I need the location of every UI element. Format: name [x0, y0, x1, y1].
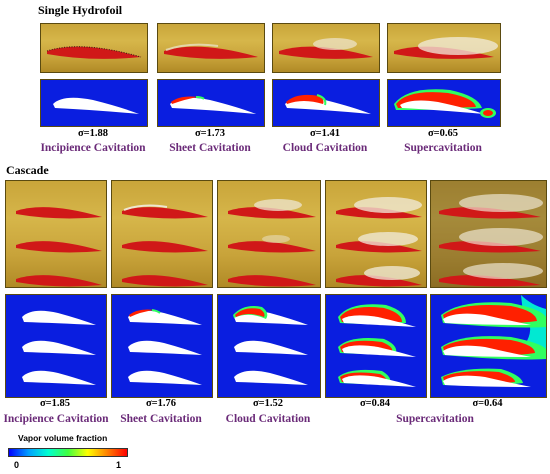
- cascade-regime-1: Incipience Cavitation: [3, 413, 109, 425]
- single-sigma-2: σ=1.73: [194, 128, 226, 139]
- cascade-cfd-4: [325, 294, 427, 398]
- single-sigma-4: σ=0.65: [427, 128, 459, 139]
- colorbar: [8, 448, 128, 457]
- colorbar-max: 1: [116, 460, 122, 470]
- cascade-sigma-4: σ=0.84: [359, 398, 391, 409]
- single-regime-4: Supercavitation: [404, 142, 482, 154]
- single-photo-2: [157, 23, 265, 73]
- cascade-cfd-3: [217, 294, 321, 398]
- cascade-cfd-1: [5, 294, 107, 398]
- cascade-cfd-5: [430, 294, 547, 398]
- single-cfd-3: [272, 79, 380, 127]
- single-photo-3: [272, 23, 380, 73]
- single-sigma-3: σ=1.41: [309, 128, 341, 139]
- cascade-regime-4: Supercavitation: [396, 413, 474, 425]
- cascade-sigma-5: σ=0.64: [472, 398, 503, 409]
- cascade-sigma-3: σ=1.52: [252, 398, 284, 409]
- single-photo-4: [387, 23, 501, 73]
- colorbar-min: 0: [14, 460, 20, 470]
- single-regime-1: Incipience Cavitation: [40, 142, 146, 154]
- cascade-sigma-1: σ=1.85: [39, 398, 71, 409]
- cascade-photo-2: [111, 180, 213, 288]
- single-regime-3: Cloud Cavitation: [282, 142, 368, 154]
- single-sigma-1: σ=1.88: [77, 128, 109, 139]
- single-photo-1: [40, 23, 148, 73]
- single-cfd-1: [40, 79, 148, 127]
- cascade-sigma-2: σ=1.76: [145, 398, 177, 409]
- cascade-photo-5: [430, 180, 547, 288]
- cascade-cfd-2: [111, 294, 213, 398]
- cascade-photo-1: [5, 180, 107, 288]
- cascade-title: Cascade: [6, 163, 49, 177]
- colorbar-title: Vapor volume fraction: [18, 433, 108, 443]
- cascade-photo-3: [217, 180, 321, 288]
- single-cfd-4: [387, 79, 501, 127]
- cascade-photo-4: [325, 180, 427, 288]
- single-regime-2: Sheet Cavitation: [169, 142, 251, 154]
- cascade-regime-3: Cloud Cavitation: [225, 413, 311, 425]
- single-hydrofoil-title: Single Hydrofoil: [38, 3, 123, 17]
- single-cfd-2: [157, 79, 265, 127]
- cascade-regime-2: Sheet Cavitation: [120, 413, 202, 425]
